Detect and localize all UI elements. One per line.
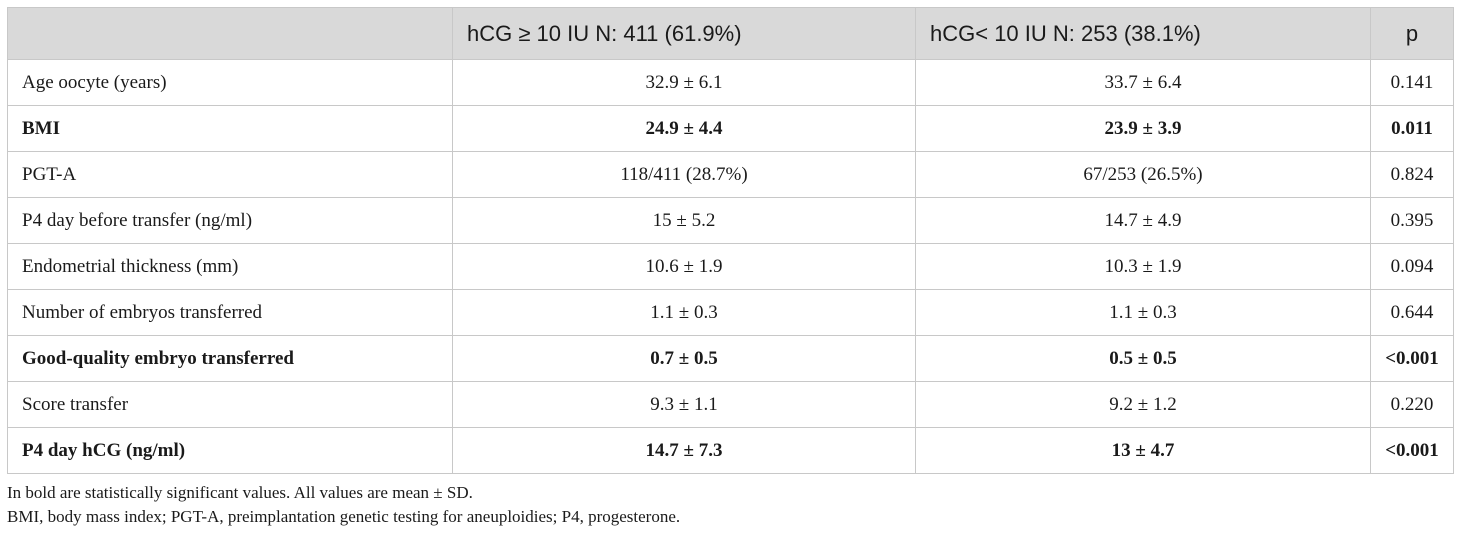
p-value-cell: 0.644: [1370, 289, 1454, 336]
hcg-high-value-cell: 1.1 ± 0.3: [452, 289, 916, 336]
table-row: BMI 24.9 ± 4.4 23.9 ± 3.9 0.011: [7, 105, 1454, 152]
p-value-cell: <0.001: [1370, 335, 1454, 382]
hcg-low-value-cell: 1.1 ± 0.3: [915, 289, 1371, 336]
hcg-low-value-cell: 14.7 ± 4.9: [915, 197, 1371, 244]
hcg-low-value-cell: 10.3 ± 1.9: [915, 243, 1371, 290]
table-footnotes: In bold are statistically significant va…: [7, 481, 1453, 529]
hcg-high-value-cell: 10.6 ± 1.9: [452, 243, 916, 290]
p-value-cell: 0.011: [1370, 105, 1454, 152]
results-table: hCG ≥ 10 IU N: 411 (61.9%) hCG< 10 IU N:…: [7, 7, 1454, 474]
table-row: P4 day hCG (ng/ml) 14.7 ± 7.3 13 ± 4.7 <0.0…: [7, 427, 1454, 474]
hcg-low-value-cell: 9.2 ± 1.2: [915, 381, 1371, 428]
table-row: Endometrial thickness (mm) 10.6 ± 1.9 10.3…: [7, 243, 1454, 290]
hcg-high-value-cell: 15 ± 5.2: [452, 197, 916, 244]
p-value-cell: 0.220: [1370, 381, 1454, 428]
row-label-cell: Age oocyte (years): [7, 59, 453, 106]
hcg-high-value-cell: 14.7 ± 7.3: [452, 427, 916, 474]
p-value-cell: <0.001: [1370, 427, 1454, 474]
footnote-abbreviations: BMI, body mass index; PGT-A, preimplanta…: [7, 507, 681, 526]
hcg-high-value-cell: 32.9 ± 6.1: [452, 59, 916, 106]
p-value-cell: 0.395: [1370, 197, 1454, 244]
p-value-cell: 0.824: [1370, 151, 1454, 198]
row-label-cell: PGT-A: [7, 151, 453, 198]
row-label-cell: P4 day before transfer (ng/ml): [7, 197, 453, 244]
footnote-significance: In bold are statistically significant va…: [7, 483, 473, 502]
table-row: Number of embryos transferred 1.1 ± 0.3 1.…: [7, 289, 1454, 336]
row-label-cell: BMI: [7, 105, 453, 152]
hcg-low-value-cell: 33.7 ± 6.4: [915, 59, 1371, 106]
table-body: Age oocyte (years) 32.9 ± 6.1 33.7 ± 6.4 0.…: [7, 59, 1454, 474]
row-label-cell: Number of embryos transferred: [7, 289, 453, 336]
hcg-low-value-cell: 23.9 ± 3.9: [915, 105, 1371, 152]
row-label-cell: Score transfer: [7, 381, 453, 428]
table-row: P4 day before transfer (ng/ml) 15 ± 5.2 14…: [7, 197, 1454, 244]
p-value-cell: 0.094: [1370, 243, 1454, 290]
header-cell-hcg-high: hCG ≥ 10 IU N: 411 (61.9%): [452, 7, 916, 60]
row-label-cell: P4 day hCG (ng/ml): [7, 427, 453, 474]
p-value-cell: 0.141: [1370, 59, 1454, 106]
table-row: Age oocyte (years) 32.9 ± 6.1 33.7 ± 6.4 0.…: [7, 59, 1454, 106]
hcg-low-value-cell: 67/253 (26.5%): [915, 151, 1371, 198]
header-cell-hcg-low: hCG< 10 IU N: 253 (38.1%): [915, 7, 1371, 60]
hcg-high-value-cell: 24.9 ± 4.4: [452, 105, 916, 152]
hcg-high-value-cell: 118/411 (28.7%): [452, 151, 916, 198]
hcg-low-value-cell: 0.5 ± 0.5: [915, 335, 1371, 382]
hcg-low-value-cell: 13 ± 4.7: [915, 427, 1371, 474]
header-cell-p: p: [1370, 7, 1454, 60]
table-row: Score transfer 9.3 ± 1.1 9.2 ± 1.2 0.220: [7, 381, 1454, 428]
table-header: hCG ≥ 10 IU N: 411 (61.9%) hCG< 10 IU N:…: [7, 7, 1454, 60]
table-row: Good-quality embryo transferred 0.7 ± 0.5…: [7, 335, 1454, 382]
table-container: hCG ≥ 10 IU N: 411 (61.9%) hCG< 10 IU N:…: [7, 7, 1454, 529]
row-label-cell: Good-quality embryo transferred: [7, 335, 453, 382]
table-row: PGT-A 118/411 (28.7%) 67/253 (26.5%) 0.824: [7, 151, 1454, 198]
row-label-cell: Endometrial thickness (mm): [7, 243, 453, 290]
hcg-high-value-cell: 9.3 ± 1.1: [452, 381, 916, 428]
hcg-high-value-cell: 0.7 ± 0.5: [452, 335, 916, 382]
header-row: hCG ≥ 10 IU N: 411 (61.9%) hCG< 10 IU N:…: [7, 7, 1454, 60]
header-cell-label: [7, 7, 453, 60]
